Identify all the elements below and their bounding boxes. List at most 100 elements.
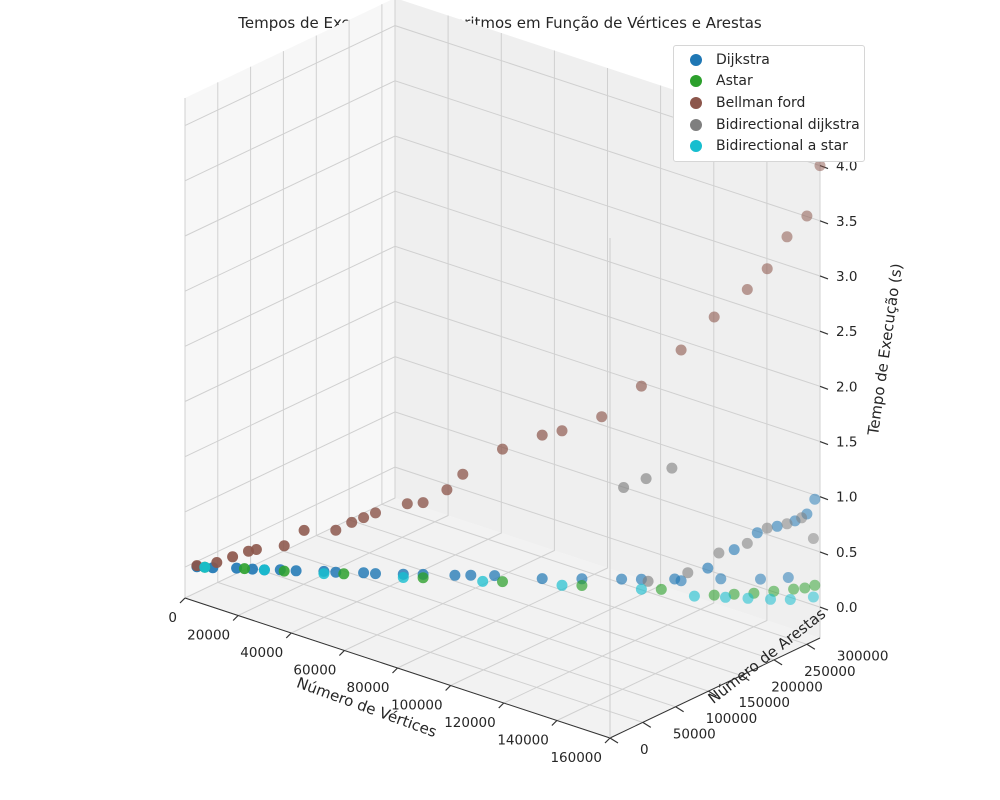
data-point: [720, 591, 731, 603]
data-point: [784, 594, 796, 605]
data-point: [771, 520, 783, 532]
data-point: [417, 497, 429, 509]
data-point: [809, 579, 821, 591]
data-point: [596, 411, 608, 423]
data-point: [741, 284, 753, 295]
z-tick-label: 4.0: [836, 159, 857, 175]
legend-item: Bellman ford: [674, 92, 864, 114]
x-tick-label: 60000: [293, 663, 336, 679]
y-tick-mark: [773, 659, 783, 666]
z-tick-mark: [819, 551, 829, 556]
x-tick-label: 100000: [391, 698, 443, 714]
data-point: [401, 498, 413, 510]
data-point: [741, 537, 753, 549]
z-tick-label: 1.0: [836, 490, 857, 506]
data-point: [814, 160, 826, 172]
legend-label: Bellman ford: [716, 94, 806, 111]
data-point: [556, 579, 568, 591]
z-axis-label: Tempo de Execução (s): [864, 262, 906, 437]
grid-line-z: [184, 411, 821, 553]
x-tick-label: 120000: [444, 715, 496, 731]
x-tick-mark: [285, 632, 292, 639]
data-point: [298, 524, 310, 536]
data-point: [465, 569, 477, 581]
y-tick-label: 250000: [804, 664, 856, 680]
data-point: [338, 568, 350, 580]
z-tick-label: 0.0: [836, 600, 857, 616]
legend-item: Bidirectional a star: [674, 135, 864, 157]
y-tick-label: 150000: [738, 695, 790, 711]
data-points: [191, 160, 826, 605]
data-point: [728, 588, 740, 600]
data-point: [247, 563, 258, 575]
z-tick-mark: [819, 275, 829, 280]
grid-line-x: [503, 103, 715, 704]
data-point: [635, 380, 647, 392]
grid-line-x: [344, 50, 555, 651]
grid-line-y: [315, 35, 742, 676]
z-tick-label: 2.0: [836, 379, 857, 395]
data-point: [227, 551, 239, 563]
data-point: [370, 507, 381, 519]
legend-marker: [690, 75, 702, 88]
grid-line-z: [184, 190, 821, 332]
data-point: [809, 493, 821, 505]
data-point: [397, 572, 409, 583]
y-tick-label: 0: [640, 742, 649, 758]
grid-line-x: [291, 33, 502, 634]
x-tick-mark: [551, 720, 558, 726]
y-tick-label: 100000: [706, 711, 758, 727]
data-point: [761, 522, 773, 534]
data-point: [330, 524, 342, 536]
grid-line-y: [381, 4, 808, 645]
x-tick-label: 20000: [187, 628, 230, 644]
data-point: [489, 570, 501, 582]
z-tick-mark: [819, 606, 829, 611]
data-point: [239, 563, 250, 575]
data-point: [782, 572, 794, 583]
data-point: [708, 311, 720, 323]
z-tick-mark: [819, 220, 829, 225]
y-tick-label: 50000: [673, 726, 716, 742]
grid-line-z: [184, 80, 821, 222]
z-tick-mark: [819, 440, 829, 446]
z-tick-label: 0.5: [836, 545, 857, 561]
y-tick-mark: [675, 706, 684, 713]
grid-line-x: [556, 120, 768, 721]
grid-line-z: [184, 300, 821, 442]
data-point: [536, 573, 548, 585]
data-point: [666, 462, 678, 474]
data-point: [449, 569, 461, 581]
grid-line-x: [397, 68, 608, 669]
tick-labels: 0200004000060000800001000001200001400001…: [168, 159, 888, 766]
data-point: [346, 516, 358, 528]
legend-marker: [690, 96, 702, 109]
data-point: [742, 592, 754, 604]
y-tick-mark: [708, 690, 717, 697]
legend-item: Bidirectional dijkstra: [674, 114, 864, 136]
data-point: [635, 583, 647, 595]
z-tick-mark: [819, 330, 829, 335]
legend-label: Bidirectional dijkstra: [716, 116, 860, 133]
data-point: [807, 533, 819, 544]
x-tick-mark: [604, 737, 611, 744]
data-point: [801, 210, 813, 222]
data-point: [370, 568, 381, 580]
y-tick-mark: [806, 643, 816, 650]
y-tick-label: 200000: [771, 680, 823, 696]
data-point: [556, 425, 568, 437]
y-tick-label: 300000: [837, 648, 889, 664]
data-point: [258, 564, 270, 576]
data-point: [250, 544, 262, 555]
data-point: [751, 527, 763, 539]
data-point: [788, 583, 800, 595]
data-point: [728, 544, 740, 556]
x-tick-mark: [338, 650, 345, 656]
data-point: [799, 582, 811, 594]
data-point: [231, 562, 243, 574]
data-point: [761, 263, 773, 275]
z-tick-label: 3.0: [836, 269, 857, 285]
data-point: [755, 573, 766, 585]
legend-marker: [690, 53, 702, 66]
x-tick-label: 80000: [347, 680, 390, 696]
